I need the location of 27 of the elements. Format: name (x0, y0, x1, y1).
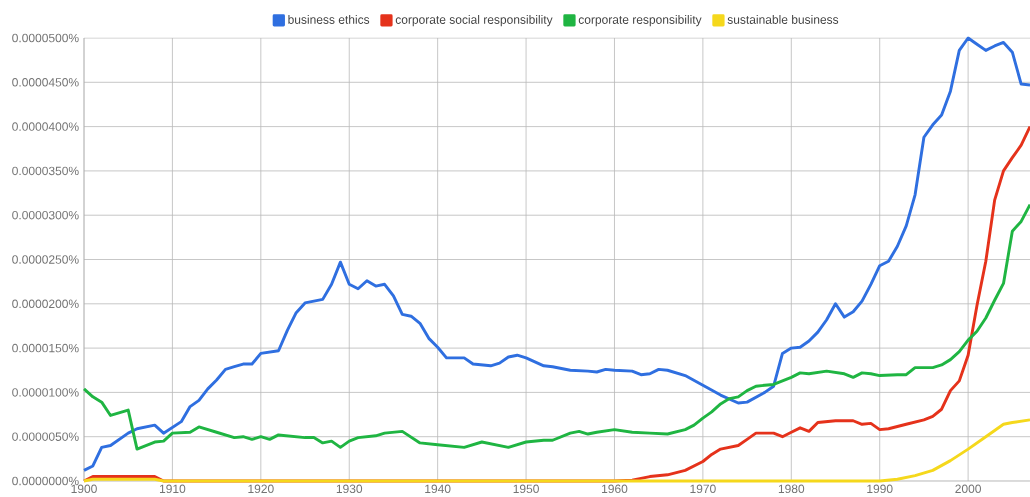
y-tick-label: 0.0000050% (12, 432, 79, 441)
legend-label: corporate social responsibility (395, 15, 553, 27)
y-tick-label: 0.0000500% (12, 33, 79, 43)
y-tick-label: 0.0000100% (12, 388, 79, 397)
x-tick-label: 1920 (248, 484, 274, 494)
x-tick-label: 1930 (336, 484, 363, 494)
x-tick-label: 1900 (71, 484, 97, 494)
x-tick-label: 1910 (159, 484, 186, 494)
x-tick-label: 1960 (602, 484, 628, 494)
x-tick-label: 2000 (955, 484, 981, 494)
y-tick-label: 0.0000250% (12, 255, 79, 264)
y-tick-label: 0.0000350% (12, 166, 79, 176)
y-tick-label: 0.0000200% (12, 299, 79, 309)
legend-label: business ethics (288, 15, 370, 24)
line-series (82, 36, 1030, 472)
y-tick-label: 0.0000150% (12, 343, 79, 353)
x-tick-label: 1950 (513, 484, 539, 494)
y-tick-label: 0.0000450% (12, 78, 79, 87)
x-tick-label: 1990 (867, 484, 893, 494)
y-tick-label: 0.0000300% (12, 210, 79, 220)
x-tick-label: 1970 (690, 484, 716, 494)
x-tick-label: 1940 (425, 484, 451, 494)
y-tick-label: 0.0000400% (12, 122, 79, 131)
x-tick-label: 1980 (778, 484, 805, 494)
legend-label: corporate responsibility (578, 15, 702, 27)
y-tick-label: 0.0000000% (12, 476, 79, 486)
legend-label: sustainable business (727, 15, 839, 24)
